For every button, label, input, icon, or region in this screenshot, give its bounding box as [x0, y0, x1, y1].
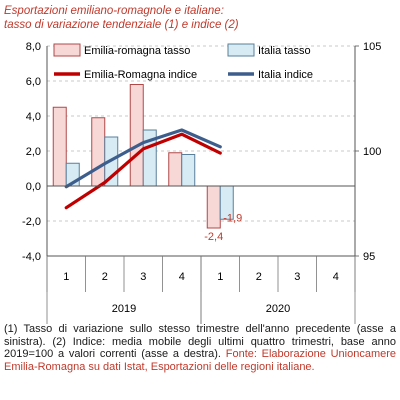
footnote-text: (1) Tasso di variazione sullo stesso tri… [4, 323, 396, 361]
chart-area: -2,4-1,9 -4,0 -2,0 0,0 2,0 4,0 6,0 8,0 95 100 105… [22, 41, 381, 324]
data-label: -1,9 [223, 212, 242, 224]
x-tick-label: 2 [102, 271, 108, 283]
x-tick-label: 1 [217, 271, 223, 283]
legend-layer: Emilia-romagna tasso Italia tasso Emilia-R… [53, 43, 313, 81]
chart-title: Esportazioni emiliano-romagnole e italia… [4, 4, 396, 32]
legend-entry: Italia indice [258, 69, 313, 81]
source-note: Fonte: Elaborazione Unioncamere Emilia-R… [4, 348, 396, 373]
x-tick-label: 1 [63, 271, 69, 283]
y-right-tick-label: 100 [363, 146, 381, 158]
chart-title-line-2: tasso di variazione tendenziale (1) e in… [4, 19, 239, 31]
bar-emilia-romagna-tasso [168, 152, 183, 187]
legend-entry: Emilia-romagna tasso [84, 45, 190, 57]
data-label: -2,4 [204, 231, 223, 243]
lines-layer [64, 128, 222, 210]
bar-italia-tasso [181, 154, 196, 187]
bar-emilia-romagna-tasso [91, 117, 106, 187]
y-left-tick-label: 0,0 [26, 181, 41, 193]
x-tick-label: 2 [256, 271, 262, 283]
line-italia-indice [64, 128, 222, 189]
axes-layer: -4,0 -2,0 0,0 2,0 4,0 6,0 8,0 95 100 105 1 2 3 4 1 2 3 4 2… [22, 41, 381, 324]
legend-entry: Italia tasso [258, 45, 311, 57]
bar-emilia-romagna-tasso [206, 185, 221, 229]
x-group-label: 2020 [266, 303, 290, 315]
legend-entry: Emilia-Romagna indice [84, 69, 197, 81]
y-left-tick-label: 2,0 [26, 146, 41, 158]
y-left-tick-label: -4,0 [22, 251, 41, 263]
y-left-tick-label: 8,0 [26, 41, 41, 53]
x-group-label: 2019 [112, 303, 136, 315]
bars-layer: -2,4-1,9 [52, 84, 242, 243]
bar-emilia-romagna-tasso [52, 106, 67, 187]
x-tick-label: 4 [333, 271, 339, 283]
footnotes: (1) Tasso di variazione sullo stesso tri… [4, 323, 396, 373]
y-left-tick-label: 6,0 [26, 76, 41, 88]
bar-emilia-romagna-tasso [129, 84, 144, 187]
line-emilia-romagna-indice [64, 132, 222, 210]
x-tick-label: 3 [140, 271, 146, 283]
x-tick-label: 4 [179, 271, 185, 283]
y-left-tick-label: -2,0 [22, 216, 41, 228]
legend-swatch [53, 43, 81, 57]
chart-title-line-1: Esportazioni emiliano-romagnole e italia… [4, 5, 224, 17]
x-tick-label: 3 [294, 271, 300, 283]
legend-swatch [227, 43, 255, 57]
y-left-tick-label: 4,0 [26, 111, 41, 123]
y-right-tick-label: 95 [363, 251, 375, 263]
y-right-tick-label: 105 [363, 41, 381, 53]
